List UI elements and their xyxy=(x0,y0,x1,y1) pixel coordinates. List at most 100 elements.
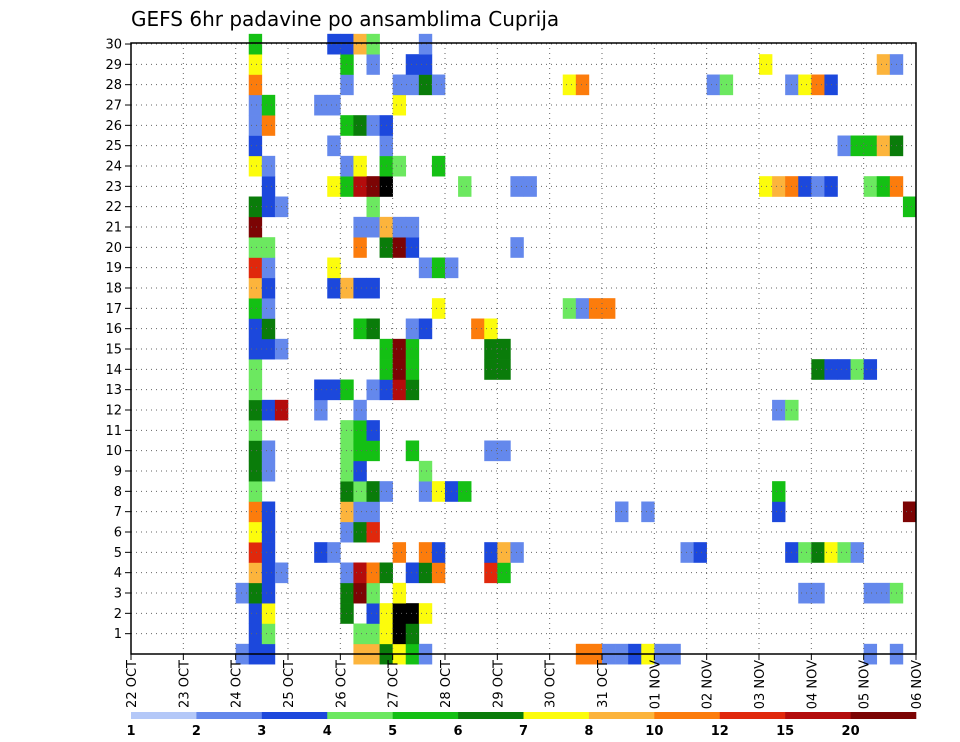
cell-member-3-step-57 xyxy=(876,582,891,604)
cell-member-24-step-20 xyxy=(392,155,407,177)
cell-member-5-step-29 xyxy=(510,542,524,563)
cell-member-8-step-25 xyxy=(458,481,472,502)
cell-member-8-step-9 xyxy=(248,481,263,502)
cell-member-10-step-16 xyxy=(340,440,354,462)
cell-member-23-step-30 xyxy=(523,176,537,197)
x-tick-label: 28 OCT xyxy=(439,660,454,708)
cell-member-5-step-22 xyxy=(418,542,433,563)
cell-member-2-step-16 xyxy=(340,603,354,624)
cell-member-26-step-17 xyxy=(353,115,367,136)
colorbar-label: 12 xyxy=(711,724,729,739)
y-tick-label: 15 xyxy=(105,343,122,358)
cell-member-9-step-9 xyxy=(248,460,263,482)
cell-member-21-step-20 xyxy=(392,216,407,238)
cell-member-3-step-51 xyxy=(798,582,812,604)
y-tick-label: 26 xyxy=(105,119,122,134)
cell-member-14-step-20 xyxy=(392,359,407,380)
cell-member-25-step-15 xyxy=(327,135,341,157)
x-tick-label: 26 OCT xyxy=(334,660,349,708)
cell-member-11-step-17 xyxy=(353,420,367,441)
cell-member-2-step-18 xyxy=(366,603,380,624)
cell-member-13-step-21 xyxy=(405,379,420,401)
cell-member-5-step-27 xyxy=(484,542,498,563)
cell-member-4-step-17 xyxy=(353,562,367,584)
colorbar-label: 1 xyxy=(126,724,135,739)
cell-member-1-step-18 xyxy=(366,623,380,645)
cell-member-17-step-36 xyxy=(602,298,616,319)
x-tick-label: 22 OCT xyxy=(125,660,140,708)
cell-member-20-step-20 xyxy=(392,237,407,258)
cell-member-12-step-17 xyxy=(353,399,367,421)
cell-member-26-step-16 xyxy=(340,115,354,136)
cell-member-5-step-15 xyxy=(327,542,341,563)
cell-member-7-step-17 xyxy=(353,501,367,523)
y-tick-label: 25 xyxy=(105,139,122,154)
x-tick-label: 06 NOV xyxy=(910,660,925,709)
cell-member-5-step-51 xyxy=(798,542,812,563)
cell-member-13-step-20 xyxy=(392,379,407,401)
cell-member-12-step-14 xyxy=(314,399,328,421)
cell-member-8-step-17 xyxy=(353,481,367,502)
x-tick-label: 01 NOV xyxy=(648,660,663,709)
cell-member-14-step-55 xyxy=(850,359,864,380)
cell-member-8-step-49 xyxy=(772,481,786,502)
plot-frame xyxy=(130,42,917,655)
cell-member-19-step-22 xyxy=(418,257,433,279)
y-tick-label: 7 xyxy=(114,505,122,520)
cell-member-5-step-42 xyxy=(680,542,694,563)
cell-member-8-step-18 xyxy=(366,481,380,502)
cell-member-17-step-10 xyxy=(261,298,276,319)
cell-member-23-step-10 xyxy=(261,176,276,197)
y-tick-label: 11 xyxy=(105,424,122,439)
cell-member-5-step-43 xyxy=(693,542,707,563)
x-tick-label: 05 NOV xyxy=(858,660,873,709)
cell-member-1-step-17 xyxy=(353,623,367,645)
x-tick-label: 25 OCT xyxy=(282,660,297,708)
cell-member-7-step-39 xyxy=(641,501,655,523)
cell-member-23-step-52 xyxy=(811,176,825,197)
cell-member-12-step-10 xyxy=(261,399,276,421)
cell-member-18-step-16 xyxy=(340,277,354,299)
cell-member-17-step-23 xyxy=(431,298,446,319)
y-tick-label: 9 xyxy=(114,465,122,480)
cell-member-23-step-51 xyxy=(798,176,812,197)
cell-member-27-step-10 xyxy=(261,94,276,116)
x-tick-label: 02 NOV xyxy=(701,660,716,709)
cell-member-24-step-10 xyxy=(261,155,276,177)
cell-member-1-step-21 xyxy=(405,623,420,645)
cell-member-20-step-9 xyxy=(248,237,263,258)
cell-member-17-step-34 xyxy=(575,298,590,319)
y-tick-label: 6 xyxy=(114,526,122,541)
y-tick-label: 23 xyxy=(105,180,122,195)
cell-member-10-step-27 xyxy=(484,440,498,462)
cell-member-28-step-51 xyxy=(798,74,812,96)
cell-member-4-step-28 xyxy=(497,562,511,584)
cell-member-5-step-55 xyxy=(850,542,864,563)
y-tick-label: 14 xyxy=(105,363,122,378)
cell-member-15-step-20 xyxy=(392,338,407,360)
cell-member-9-step-16 xyxy=(340,460,354,482)
cell-member-14-step-52 xyxy=(811,359,825,380)
cell-member-29-step-48 xyxy=(759,54,773,75)
cell-member-25-step-54 xyxy=(837,135,851,157)
cell-member-7-step-59 xyxy=(902,501,917,523)
cell-member-30-step-9 xyxy=(248,33,263,55)
cell-member-14-step-27 xyxy=(484,359,498,380)
y-tick-label: 12 xyxy=(105,404,122,419)
cell-member-11-step-16 xyxy=(340,420,354,441)
y-tick-label: 4 xyxy=(114,566,122,581)
cell-member-21-step-21 xyxy=(405,216,420,238)
cell-member-19-step-10 xyxy=(261,257,276,279)
cell-member-28-step-52 xyxy=(811,74,825,96)
cell-member-9-step-17 xyxy=(353,460,367,482)
cell-member-29-step-18 xyxy=(366,54,380,75)
cell-member-15-step-27 xyxy=(484,338,498,360)
y-tick-label: 1 xyxy=(114,627,122,642)
cell-member-14-step-21 xyxy=(405,359,420,380)
cell-member-16-step-9 xyxy=(248,318,263,340)
colorbar-label: 10 xyxy=(645,724,663,739)
colorbar-segment xyxy=(588,712,655,719)
cell-member-18-step-9 xyxy=(248,277,263,299)
cell-member-12-step-49 xyxy=(772,399,786,421)
colorbar-segment xyxy=(850,712,917,719)
